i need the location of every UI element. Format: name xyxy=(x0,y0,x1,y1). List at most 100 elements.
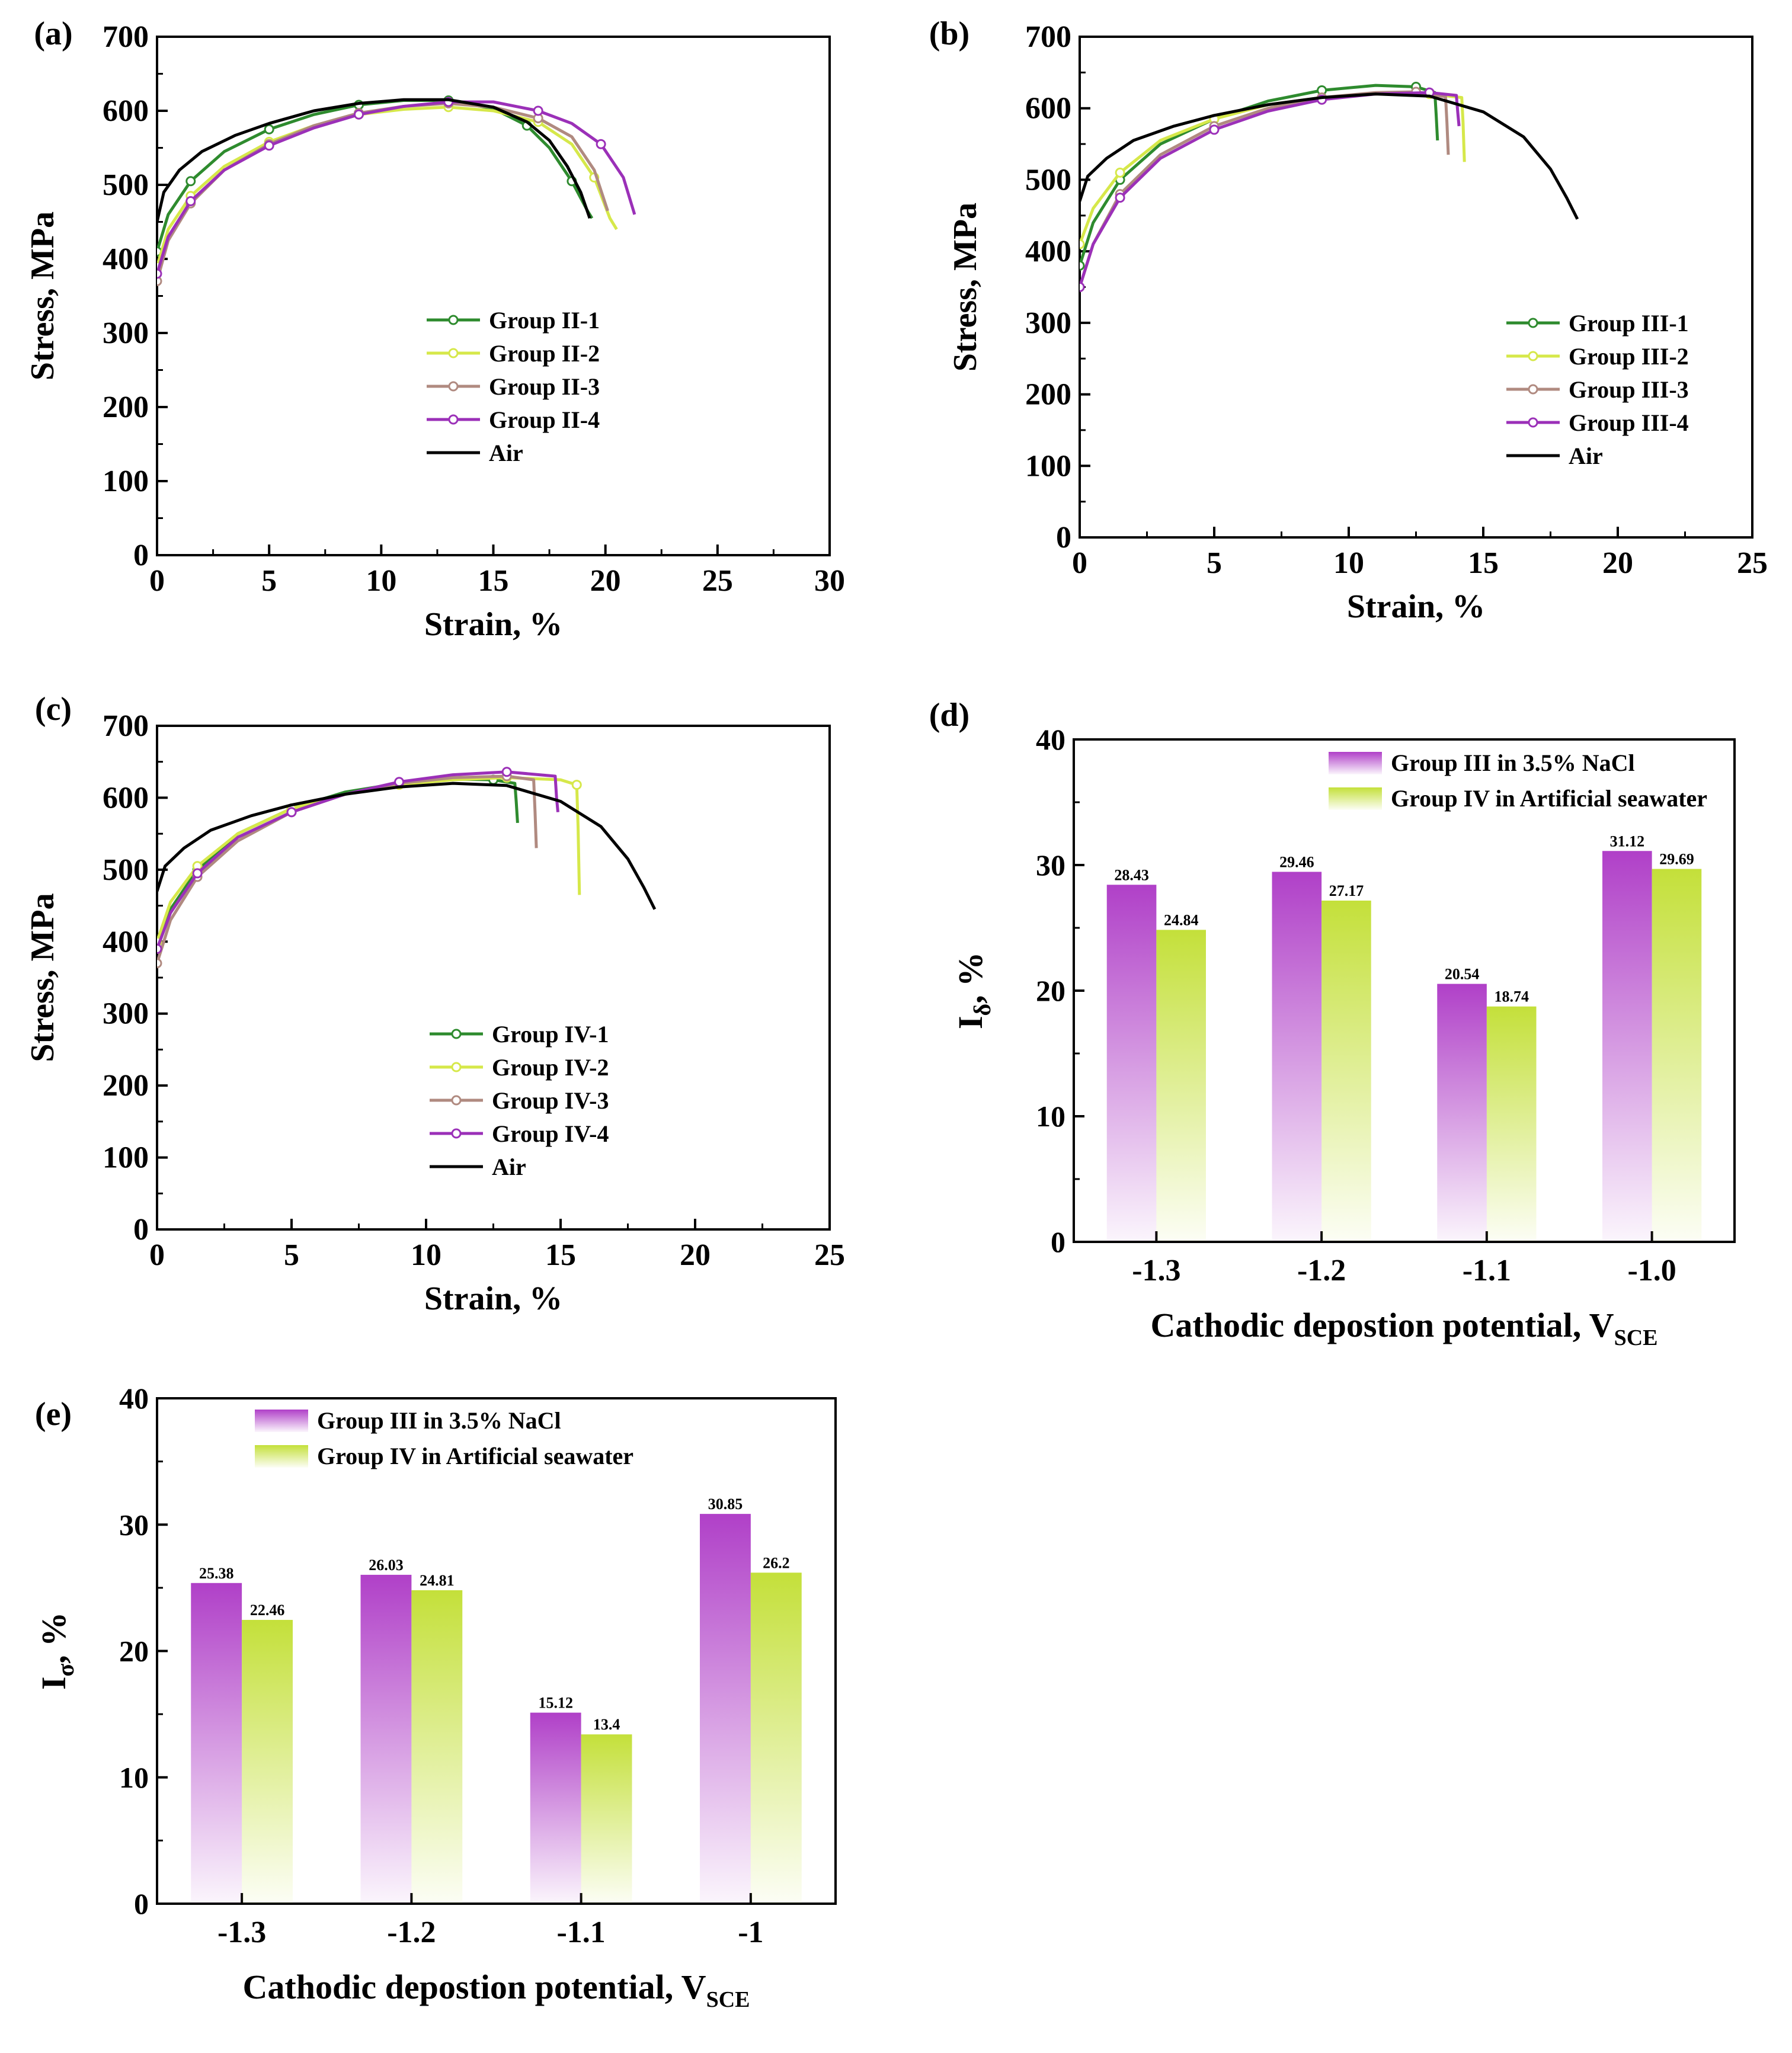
y-tick-label: 300 xyxy=(1025,306,1071,340)
y-tick-label: 100 xyxy=(103,1141,149,1175)
plot-frame xyxy=(1079,36,1753,539)
bar-2-1 xyxy=(242,1620,293,1904)
x-axis-label: Strain, % xyxy=(424,1280,562,1317)
legend-label: Group III in 3.5% NaCl xyxy=(317,1407,561,1434)
y-axis-label: Iσ, % xyxy=(34,1612,79,1690)
y-axis-label: Stress, MPa xyxy=(24,212,61,380)
data-point xyxy=(596,139,606,149)
data-label: 31.12 xyxy=(1610,832,1645,850)
legend-label: Group II-3 xyxy=(489,373,600,400)
y-tick-label: 600 xyxy=(103,94,149,128)
data-point xyxy=(264,140,274,151)
data-label: 22.46 xyxy=(250,1602,285,1619)
legend-label: Group II-2 xyxy=(489,340,600,367)
y-tick-label: 100 xyxy=(1025,449,1071,483)
y-tick-label: 500 xyxy=(1025,163,1071,197)
panel-label: (b) xyxy=(929,15,969,52)
legend-swatch xyxy=(255,1410,308,1432)
data-point xyxy=(1115,167,1125,178)
series-line-3 xyxy=(157,774,538,964)
bar-2-2 xyxy=(1321,900,1371,1242)
y-tick-label: 300 xyxy=(103,997,149,1031)
x-tick-label: 0 xyxy=(1072,546,1087,580)
bar-2-3 xyxy=(1486,1006,1537,1242)
bar-2-2 xyxy=(411,1590,463,1904)
x-axis-label: Cathodic depostion potential, VSCE xyxy=(1151,1306,1658,1350)
chart-e: (e) 0 10 20 30 40 -1.3 25.38 22.46 -1.2 26.03 24.81… xyxy=(34,1382,837,2012)
y-tick-label: 0 xyxy=(1056,521,1071,555)
x-tick-label: -1.3 xyxy=(217,1916,266,1949)
y-tick-label: 100 xyxy=(103,465,149,498)
data-label: 13.4 xyxy=(593,1716,620,1733)
legend-label: Group III-4 xyxy=(1569,409,1689,436)
bar-1-3 xyxy=(1437,984,1487,1242)
chart-b: (b) 0 5 10 15 20 25 0 100 200 300 400 500 600 700 Strai… xyxy=(929,15,1768,625)
data-point xyxy=(1115,193,1125,203)
x-tick-label: -1.1 xyxy=(1463,1254,1511,1287)
x-tick-label: -1.2 xyxy=(387,1916,436,1949)
bar-1-4 xyxy=(700,1514,751,1904)
data-point xyxy=(185,196,196,206)
x-tick-label: 5 xyxy=(284,1238,299,1272)
legend-label: Group IV in Artificial seawater xyxy=(317,1443,633,1469)
series-line-5 xyxy=(157,782,657,910)
y-tick-label: 20 xyxy=(1036,974,1065,1007)
legend-marker xyxy=(1528,417,1538,428)
legend-label: Group II-4 xyxy=(489,406,600,433)
x-tick-label: 0 xyxy=(149,564,165,598)
y-tick-label: 200 xyxy=(103,1069,149,1103)
chart-a: (a)0 5 10 15 20 25 300100200300400500600700Str… xyxy=(24,15,845,643)
bar-1-4 xyxy=(1602,851,1652,1242)
legend-marker xyxy=(1528,318,1538,328)
bar-1-1 xyxy=(191,1583,242,1904)
series-group xyxy=(1080,82,1579,292)
legend-marker xyxy=(1528,351,1538,361)
plot-frame xyxy=(156,36,831,556)
y-tick-label: 500 xyxy=(103,168,149,202)
data-point xyxy=(185,176,196,187)
y-tick-label: 400 xyxy=(103,925,149,959)
series-group xyxy=(157,95,636,286)
chart-d: (d) 0 10 20 30 40 -1.3 28.43 24.84 -1.2 29.46 27.17… xyxy=(929,697,1736,1350)
bar-1-2 xyxy=(360,1574,412,1904)
data-point xyxy=(192,868,203,879)
bar-2-3 xyxy=(581,1734,632,1904)
y-tick-label: 0 xyxy=(134,1887,149,1920)
x-tick-label: 15 xyxy=(1468,546,1499,580)
series-group xyxy=(157,767,657,969)
y-tick-label: 700 xyxy=(103,20,149,54)
y-tick-label: 30 xyxy=(1036,848,1065,882)
y-tick-label: 40 xyxy=(119,1382,149,1415)
bar-1-1 xyxy=(1106,885,1157,1242)
x-tick-label: -1.1 xyxy=(556,1916,605,1949)
x-tick-label: 10 xyxy=(411,1238,441,1272)
x-tick-label: 20 xyxy=(1602,546,1633,580)
series-line-2 xyxy=(1080,92,1466,245)
legend-swatch xyxy=(1329,787,1382,810)
x-tick-label: -1.2 xyxy=(1297,1254,1346,1287)
series-line-4 xyxy=(157,100,636,274)
panel-label: (e) xyxy=(35,1396,72,1433)
x-tick-label: 25 xyxy=(1737,546,1768,580)
y-tick-label: 300 xyxy=(103,316,149,350)
legend-marker xyxy=(451,1062,462,1072)
legend-marker xyxy=(451,1029,462,1039)
y-tick-label: 40 xyxy=(1036,723,1065,756)
data-point xyxy=(394,777,405,787)
legend-label: Group IV-3 xyxy=(492,1087,609,1114)
x-tick-label: 15 xyxy=(478,564,509,598)
legend-label: Group III in 3.5% NaCl xyxy=(1391,750,1635,776)
x-tick-label: 25 xyxy=(814,1238,845,1272)
data-label: 27.17 xyxy=(1329,882,1364,899)
legend-label: Group III-2 xyxy=(1569,343,1689,370)
x-tick-label: 20 xyxy=(680,1238,711,1272)
data-point xyxy=(157,276,162,286)
y-axis-label: Stress, MPa xyxy=(947,203,984,371)
y-tick-label: 400 xyxy=(103,242,149,276)
x-tick-label: 30 xyxy=(814,564,845,598)
bar-2-1 xyxy=(1156,930,1206,1242)
data-label: 26.2 xyxy=(763,1554,790,1571)
legend-label: Group IV-1 xyxy=(492,1021,609,1048)
y-tick-label: 400 xyxy=(1025,235,1071,268)
data-point xyxy=(157,943,162,954)
